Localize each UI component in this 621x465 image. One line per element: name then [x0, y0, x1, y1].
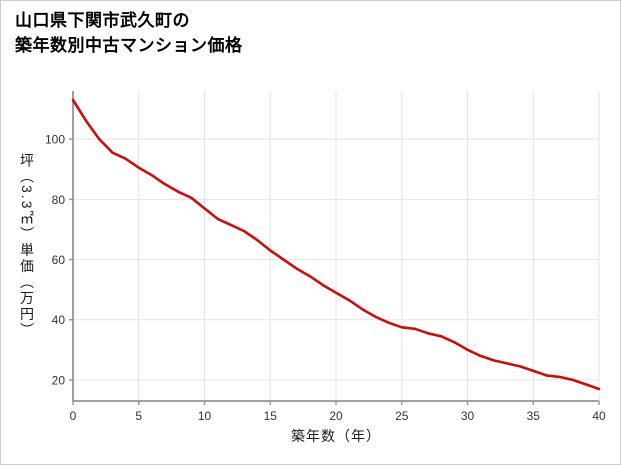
x-axis-label: 築年数（年） — [291, 428, 381, 444]
y-tick-label: 40 — [52, 313, 66, 327]
chart-title-line2: 築年数別中古マンション価格 — [15, 35, 243, 55]
y-tick-label: 20 — [52, 373, 66, 387]
y-tick-label: 80 — [52, 193, 66, 207]
chart-title-line1: 山口県下関市武久町の — [15, 11, 190, 30]
x-tick-label: 10 — [198, 409, 212, 423]
y-tick-label: 60 — [52, 253, 66, 267]
price-line-series — [71, 98, 601, 391]
x-tick-label: 35 — [527, 409, 541, 423]
x-tick-label: 30 — [461, 409, 475, 423]
y-axis-label: 坪（3.3㎡）単価（万円） — [19, 153, 35, 339]
y-tick-label: 100 — [45, 133, 65, 147]
x-tick-label: 20 — [329, 409, 343, 423]
x-tick-label: 15 — [264, 409, 278, 423]
x-tick-label: 25 — [395, 409, 409, 423]
x-tick-label: 0 — [70, 409, 77, 423]
x-tick-label: 5 — [135, 409, 142, 423]
chart-title: 山口県下関市武久町の 築年数別中古マンション価格 — [15, 9, 243, 58]
x-tick-label: 40 — [592, 409, 606, 423]
